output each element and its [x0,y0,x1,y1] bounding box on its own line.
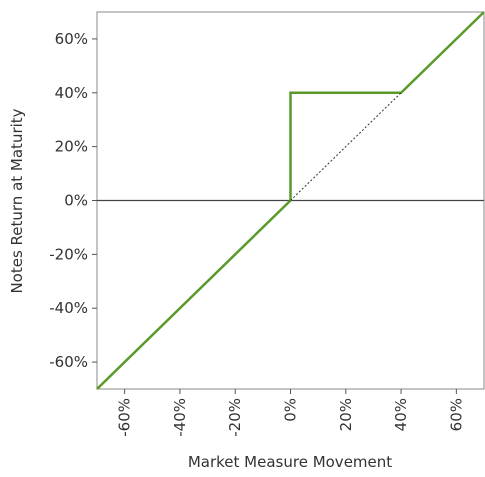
y-axis: 60% 40% 20% 0% -20% -40% -60% [49,30,97,371]
x-tick-label: 40% [392,398,410,431]
plot-area [96,11,485,390]
y-tick-label: -20% [49,245,88,263]
x-axis: -60% -40% -20% 0% 20% 40% 60% [116,389,465,437]
x-tick-label: 20% [337,398,355,431]
x-tick-label: -40% [171,398,189,437]
y-tick-label: 0% [64,192,88,210]
x-tick-label: -20% [226,398,244,437]
y-tick-label: 60% [55,30,88,48]
y-axis-label: Notes Return at Maturity [8,108,26,293]
y-tick-label: 20% [55,138,88,156]
x-axis-label: Market Measure Movement [188,453,392,471]
y-tick-label: 40% [55,84,88,102]
x-tick-label: -60% [116,398,134,437]
y-tick-label: -40% [49,299,88,317]
notes-return-line [96,11,485,390]
x-tick-label: 60% [447,398,465,431]
y-tick-label: -60% [49,353,88,371]
x-tick-label: 0% [282,398,300,422]
linear-reference-dotted-line [290,92,402,201]
